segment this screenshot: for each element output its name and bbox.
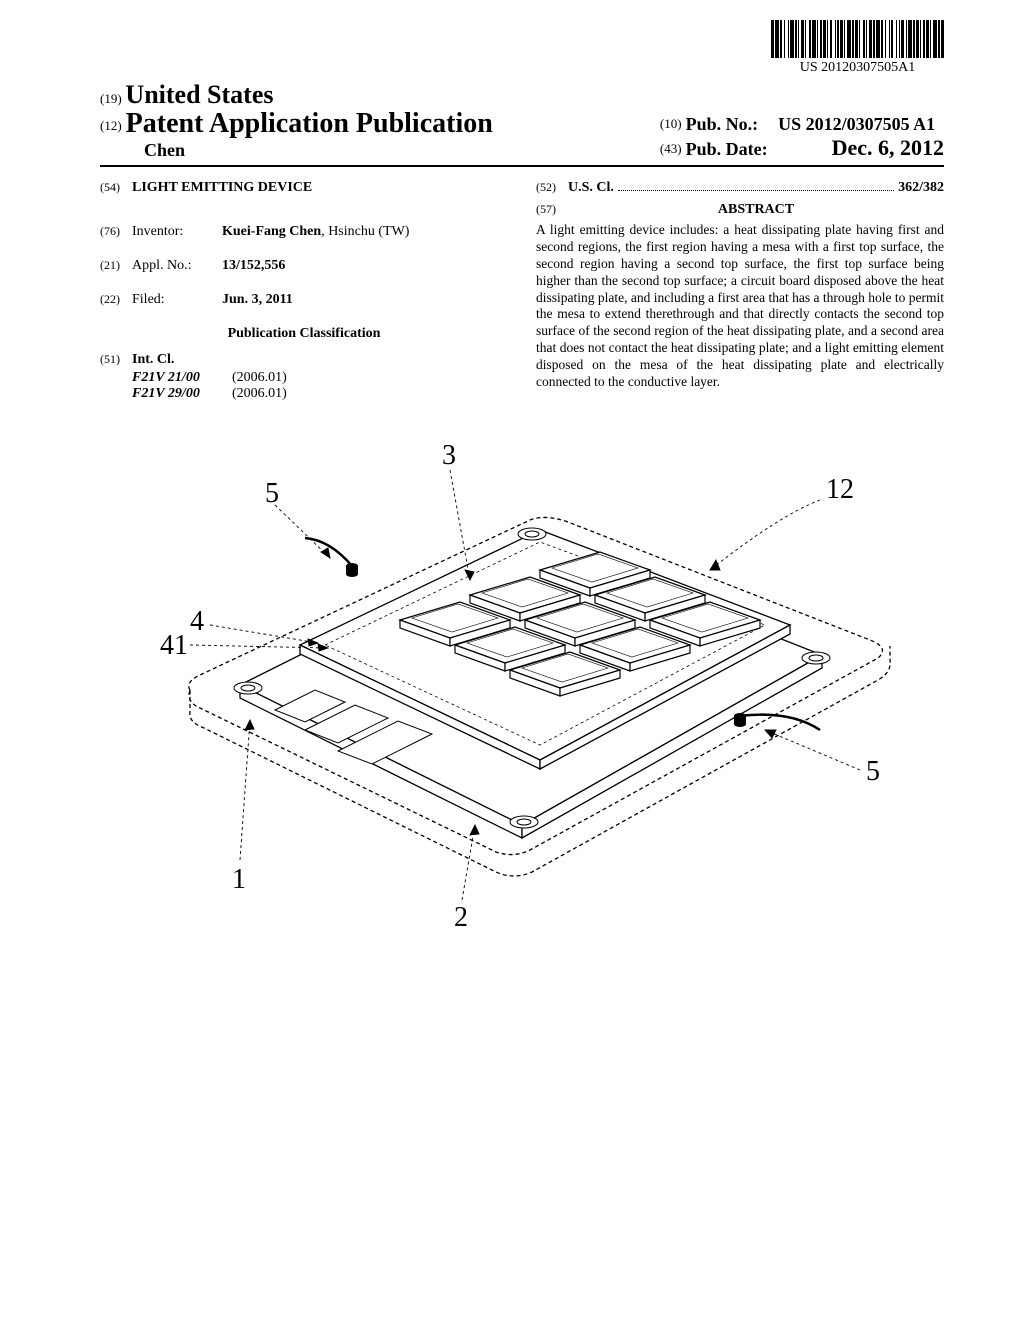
intcl-code: F21V 21/00 (132, 370, 232, 386)
pub-date-label: Pub. Date: (686, 139, 768, 159)
pub-date-line: (43) Pub. Date: Dec. 6, 2012 (660, 135, 944, 161)
code-10: (10) (660, 116, 682, 131)
code-76: (76) (100, 224, 132, 240)
callout-1: 1 (232, 864, 246, 895)
intcl-line: F21V 21/00(2006.01) (132, 370, 508, 386)
header-left: (12) Patent Application Publication Chen (100, 108, 493, 161)
inventor-name: Kuei-Fang Chen (222, 224, 321, 239)
applno-value: 13/152,556 (222, 258, 285, 274)
callout-3: 3 (442, 440, 456, 471)
intcl-line: F21V 29/00(2006.01) (132, 386, 508, 402)
barcode-block: US 20120307505A1 (771, 20, 944, 76)
pub-no: US 2012/0307505 A1 (778, 114, 935, 134)
uscl-value: 362/382 (898, 180, 944, 196)
header-right: (10) Pub. No.: US 2012/0307505 A1 (43) P… (660, 114, 944, 161)
callout-5a: 5 (265, 478, 279, 509)
intcl-label: Int. Cl. (132, 352, 174, 368)
right-column: (52) U.S. Cl. 362/382 (57) ABSTRACT A li… (536, 180, 944, 402)
applno-row: (21) Appl. No.: 13/152,556 (100, 258, 508, 274)
code-22: (22) (100, 292, 132, 308)
pub-no-line: (10) Pub. No.: US 2012/0307505 A1 (660, 114, 944, 135)
code-57: (57) (536, 202, 568, 217)
patent-figure: 3 12 5 4 41 1 2 5 (100, 430, 944, 930)
inventor-row: (76) Inventor: Kuei-Fang Chen, Hsinchu (… (100, 224, 508, 240)
patent-header: (19) United States (12) Patent Applicati… (100, 80, 944, 167)
callout-2: 2 (454, 902, 468, 930)
pub-type-line: (12) Patent Application Publication (100, 108, 493, 140)
callout-5b: 5 (866, 756, 880, 787)
pub-no-label: Pub. No.: (686, 114, 759, 134)
code-54: (54) (100, 180, 132, 196)
header-row-2: (12) Patent Application Publication Chen… (100, 108, 944, 167)
code-12: (12) (100, 118, 122, 133)
intcl-block: F21V 21/00(2006.01)F21V 29/00(2006.01) (100, 370, 508, 402)
country-line: (19) United States (100, 80, 944, 110)
code-51: (51) (100, 352, 132, 368)
body-columns: (54) LIGHT EMITTING DEVICE (76) Inventor… (100, 180, 944, 402)
uscl-fill (618, 180, 894, 191)
applno-label: Appl. No.: (132, 258, 222, 274)
intcl-row: (51) Int. Cl. (100, 352, 508, 368)
pub-class-title: Publication Classification (100, 326, 508, 342)
filed-value: Jun. 3, 2011 (222, 292, 293, 308)
filed-row: (22) Filed: Jun. 3, 2011 (100, 292, 508, 308)
intcl-code: F21V 29/00 (132, 386, 232, 402)
inventor-value: Kuei-Fang Chen, Hsinchu (TW) (222, 224, 409, 240)
pub-date: Dec. 6, 2012 (832, 135, 944, 160)
intcl-year: (2006.01) (232, 370, 287, 386)
country-name: United States (125, 80, 273, 109)
intcl-year: (2006.01) (232, 386, 287, 402)
author-line: Chen (100, 140, 493, 161)
code-21: (21) (100, 258, 132, 274)
abstract-text: A light emitting device includes: a heat… (536, 222, 944, 391)
pub-type: Patent Application Publication (126, 108, 493, 139)
title-row: (54) LIGHT EMITTING DEVICE (100, 180, 508, 196)
abstract-header: (57) ABSTRACT (536, 202, 944, 222)
code-52: (52) (536, 180, 568, 195)
code-43: (43) (660, 141, 682, 156)
callout-41: 41 (160, 630, 188, 661)
callout-4: 4 (190, 606, 204, 637)
patent-title: LIGHT EMITTING DEVICE (132, 180, 312, 196)
uscl-label: U.S. Cl. (568, 180, 614, 196)
abstract-label: ABSTRACT (568, 202, 944, 218)
barcode (771, 20, 944, 58)
filed-label: Filed: (132, 292, 222, 308)
code-19: (19) (100, 91, 122, 106)
left-column: (54) LIGHT EMITTING DEVICE (76) Inventor… (100, 180, 508, 402)
callout-12: 12 (826, 474, 854, 505)
uscl-row: (52) U.S. Cl. 362/382 (536, 180, 944, 196)
inventor-label: Inventor: (132, 224, 222, 240)
inventor-loc: , Hsinchu (TW) (321, 224, 409, 239)
barcode-text: US 20120307505A1 (771, 60, 944, 76)
